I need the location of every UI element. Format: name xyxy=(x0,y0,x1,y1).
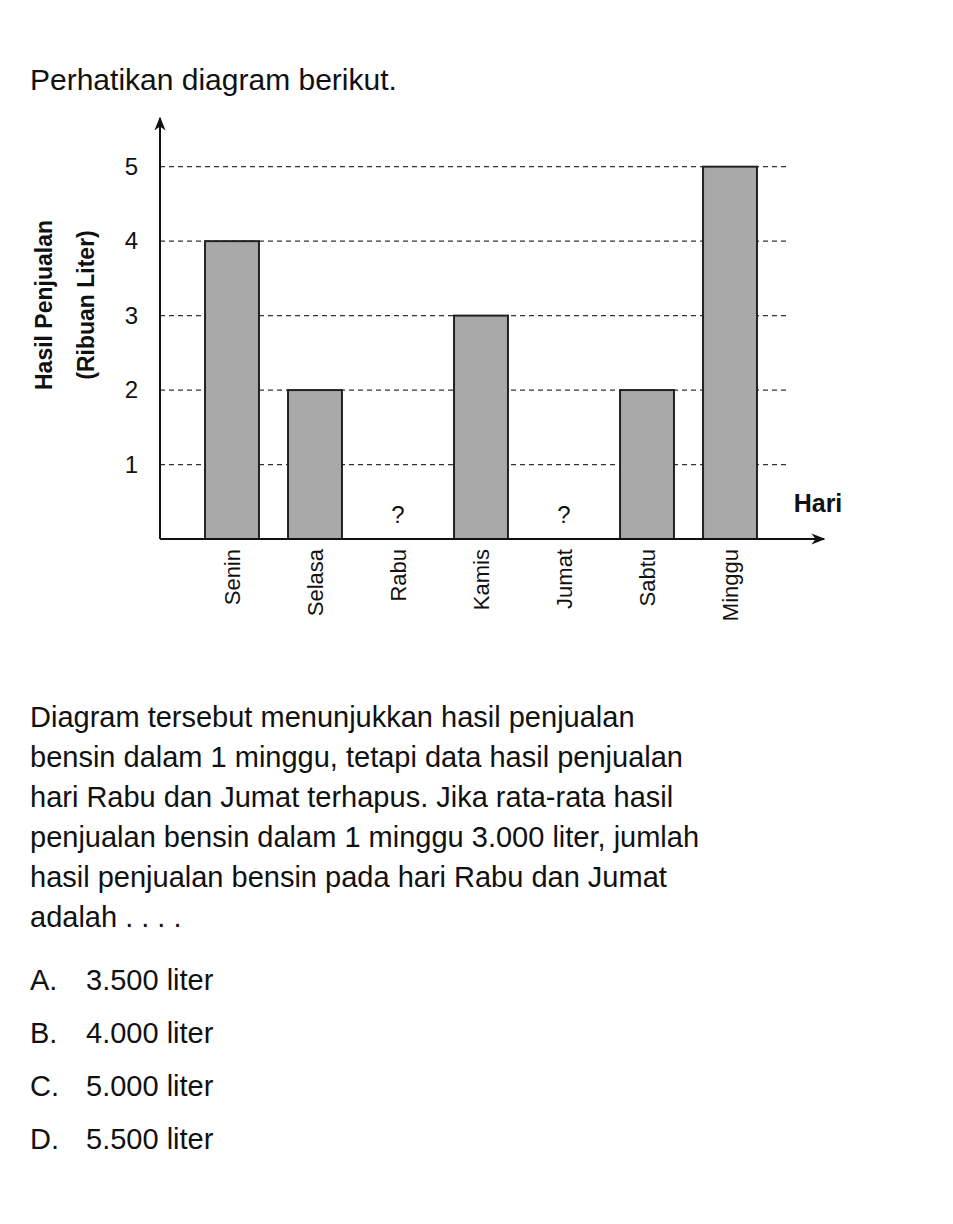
x-tick: Senin xyxy=(220,539,245,605)
x-tick-label: Selasa xyxy=(303,548,328,616)
x-tick: Jumat xyxy=(552,539,577,609)
annotation: ? xyxy=(557,501,570,528)
question-line: hari Rabu dan Jumat terhapus. Jika rata-… xyxy=(30,781,673,813)
x-tick-label: Senin xyxy=(220,549,245,605)
x-tick: Kamis xyxy=(469,539,494,610)
x-axis: Senin Selasa Rabu Kamis Jumat Sabtu Minggu xyxy=(160,539,824,621)
question-line: bensin dalam 1 minggu, tetapi data hasil… xyxy=(30,741,683,773)
title: Perhatikan diagram berikut. xyxy=(30,63,397,96)
option-text: 3.500 liter xyxy=(86,964,214,996)
option-letter: A. xyxy=(30,964,57,996)
x-axis-line xyxy=(160,538,824,540)
x-tick-label: Jumat xyxy=(552,549,577,609)
bar xyxy=(288,390,342,539)
option-text: 5.500 liter xyxy=(86,1123,214,1155)
page: Perhatikan diagram berikut. 1 2 3 4 5 Senin Sel… xyxy=(0,0,953,1224)
x-tick: Sabtu xyxy=(635,539,660,607)
y-tick-label: 4 xyxy=(125,227,138,254)
option-letter: D. xyxy=(30,1123,59,1155)
x-tick-label: Minggu xyxy=(718,549,743,621)
bar xyxy=(205,241,259,539)
x-tick-label: Kamis xyxy=(469,549,494,610)
y-tick: 1 xyxy=(125,451,160,478)
x-tick-label: Rabu xyxy=(386,549,411,602)
x-tick: Selasa xyxy=(303,539,328,616)
question-line: Diagram tersebut menunjukkan hasil penju… xyxy=(30,701,635,733)
y-tick-label: 2 xyxy=(125,376,138,403)
option-letter: B. xyxy=(30,1017,57,1049)
option-text: 5.000 liter xyxy=(86,1070,214,1102)
x-tick: Rabu xyxy=(386,539,411,602)
y-axis-line xyxy=(159,118,161,539)
question-line: hasil penjualan bensin pada hari Rabu da… xyxy=(30,861,667,893)
question-line: penjualan bensin dalam 1 minggu 3.000 li… xyxy=(30,821,699,853)
grid-line xyxy=(160,166,790,167)
y-axis-title: Hasil Penjualan xyxy=(31,220,57,390)
bar xyxy=(703,167,757,539)
y-tick-label: 1 xyxy=(125,451,138,478)
y-tick-label: 3 xyxy=(125,302,138,329)
y-tick: 3 xyxy=(125,302,160,329)
question-line: adalah . . . . xyxy=(30,901,182,933)
y-tick: 4 xyxy=(125,227,160,254)
y-tick-label: 5 xyxy=(125,153,138,180)
y-tick: 2 xyxy=(125,376,160,403)
x-tick: Minggu xyxy=(718,539,743,621)
option-text: 4.000 liter xyxy=(86,1017,214,1049)
annotation: ? xyxy=(391,501,404,528)
y-tick: 5 xyxy=(125,153,160,180)
option-letter: C. xyxy=(30,1070,59,1102)
x-tick-label: Sabtu xyxy=(635,549,660,607)
bars xyxy=(205,167,757,539)
bar xyxy=(620,390,674,539)
x-axis-title: Hari xyxy=(794,489,843,517)
bar xyxy=(454,316,508,539)
y-axis: 1 2 3 4 5 xyxy=(125,118,160,539)
y-axis-title: (Ribuan Liter) xyxy=(73,230,99,380)
